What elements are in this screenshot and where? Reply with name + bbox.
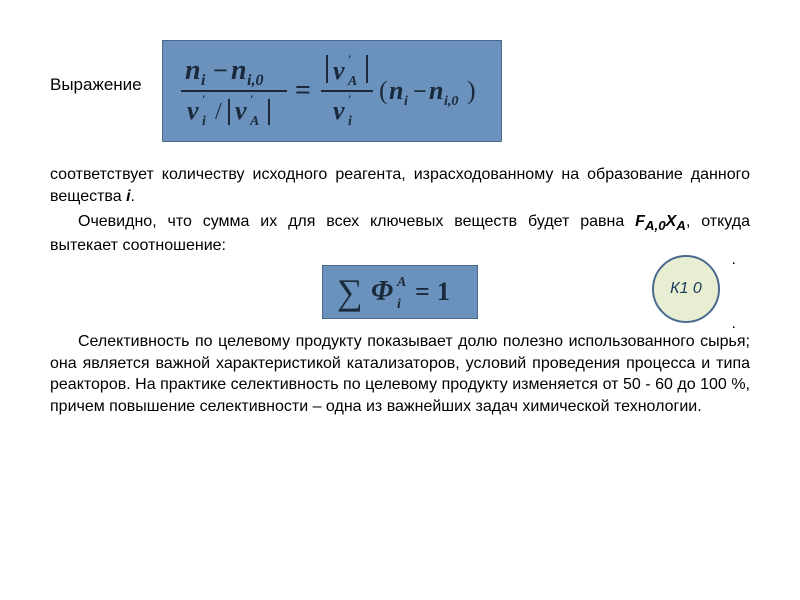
- svg-text:n: n: [185, 55, 201, 86]
- paragraph-1: соответствует количеству исходного реаге…: [50, 164, 750, 207]
- formula-1: n i − n i,0 ν ' i / ν ' A: [177, 51, 487, 131]
- svg-text:i: i: [202, 114, 206, 129]
- svg-text:∑: ∑: [337, 272, 363, 312]
- para2-a: Очевидно, что сумма их для всех ключевых…: [78, 213, 635, 230]
- svg-text:1: 1: [437, 277, 450, 306]
- formula-2: ∑ Φ A i = 1: [335, 270, 465, 314]
- svg-text:n: n: [389, 76, 403, 105]
- svg-text:(: (: [379, 76, 388, 105]
- paragraph-3: Селективность по целевому продукту показ…: [50, 331, 750, 417]
- svg-text:i: i: [201, 72, 206, 89]
- svg-text:ν: ν: [333, 56, 345, 85]
- svg-text:': ': [348, 92, 351, 106]
- svg-text:n: n: [429, 76, 443, 105]
- svg-text:': ': [348, 52, 351, 66]
- svg-text:i,0: i,0: [444, 94, 458, 109]
- svg-text:i: i: [404, 94, 408, 109]
- para2-fa: F: [635, 213, 645, 230]
- svg-text:': ': [202, 92, 205, 106]
- svg-text:ν: ν: [187, 96, 199, 125]
- svg-text:Φ: Φ: [371, 276, 393, 307]
- formula-2-box: ∑ Φ A i = 1: [322, 265, 478, 319]
- svg-text:i,0: i,0: [247, 72, 263, 89]
- svg-text:/: /: [215, 99, 222, 125]
- svg-text:n: n: [231, 55, 247, 86]
- svg-text:ν: ν: [333, 96, 345, 125]
- svg-text:': ': [250, 92, 253, 106]
- para1-b: .: [131, 188, 135, 205]
- svg-text:ν: ν: [235, 96, 247, 125]
- svg-text:A: A: [396, 275, 406, 290]
- svg-text:i: i: [348, 114, 352, 129]
- k10-label: К1 0: [670, 280, 702, 298]
- para2-xa-sub: A: [676, 218, 686, 233]
- svg-text:−: −: [213, 56, 228, 85]
- para2-fa-sub: A,0: [645, 218, 666, 233]
- dot-bottom: .: [732, 315, 736, 333]
- dot-top: .: [732, 251, 736, 269]
- svg-text:=: =: [295, 75, 311, 106]
- para1-a: соответствует количеству исходного реаге…: [50, 166, 750, 205]
- svg-text:): ): [467, 76, 476, 105]
- svg-text:i: i: [397, 297, 401, 312]
- k10-badge: К1 0: [652, 255, 720, 323]
- para2-xa: X: [666, 213, 677, 230]
- svg-text:−: −: [413, 79, 427, 105]
- svg-text:A: A: [347, 74, 357, 89]
- svg-text:A: A: [249, 114, 259, 129]
- expression-label: Выражение: [50, 75, 142, 95]
- formula-1-box: n i − n i,0 ν ' i / ν ' A: [162, 40, 502, 142]
- svg-text:=: =: [415, 277, 430, 306]
- paragraph-2: Очевидно, что сумма их для всех ключевых…: [50, 211, 750, 257]
